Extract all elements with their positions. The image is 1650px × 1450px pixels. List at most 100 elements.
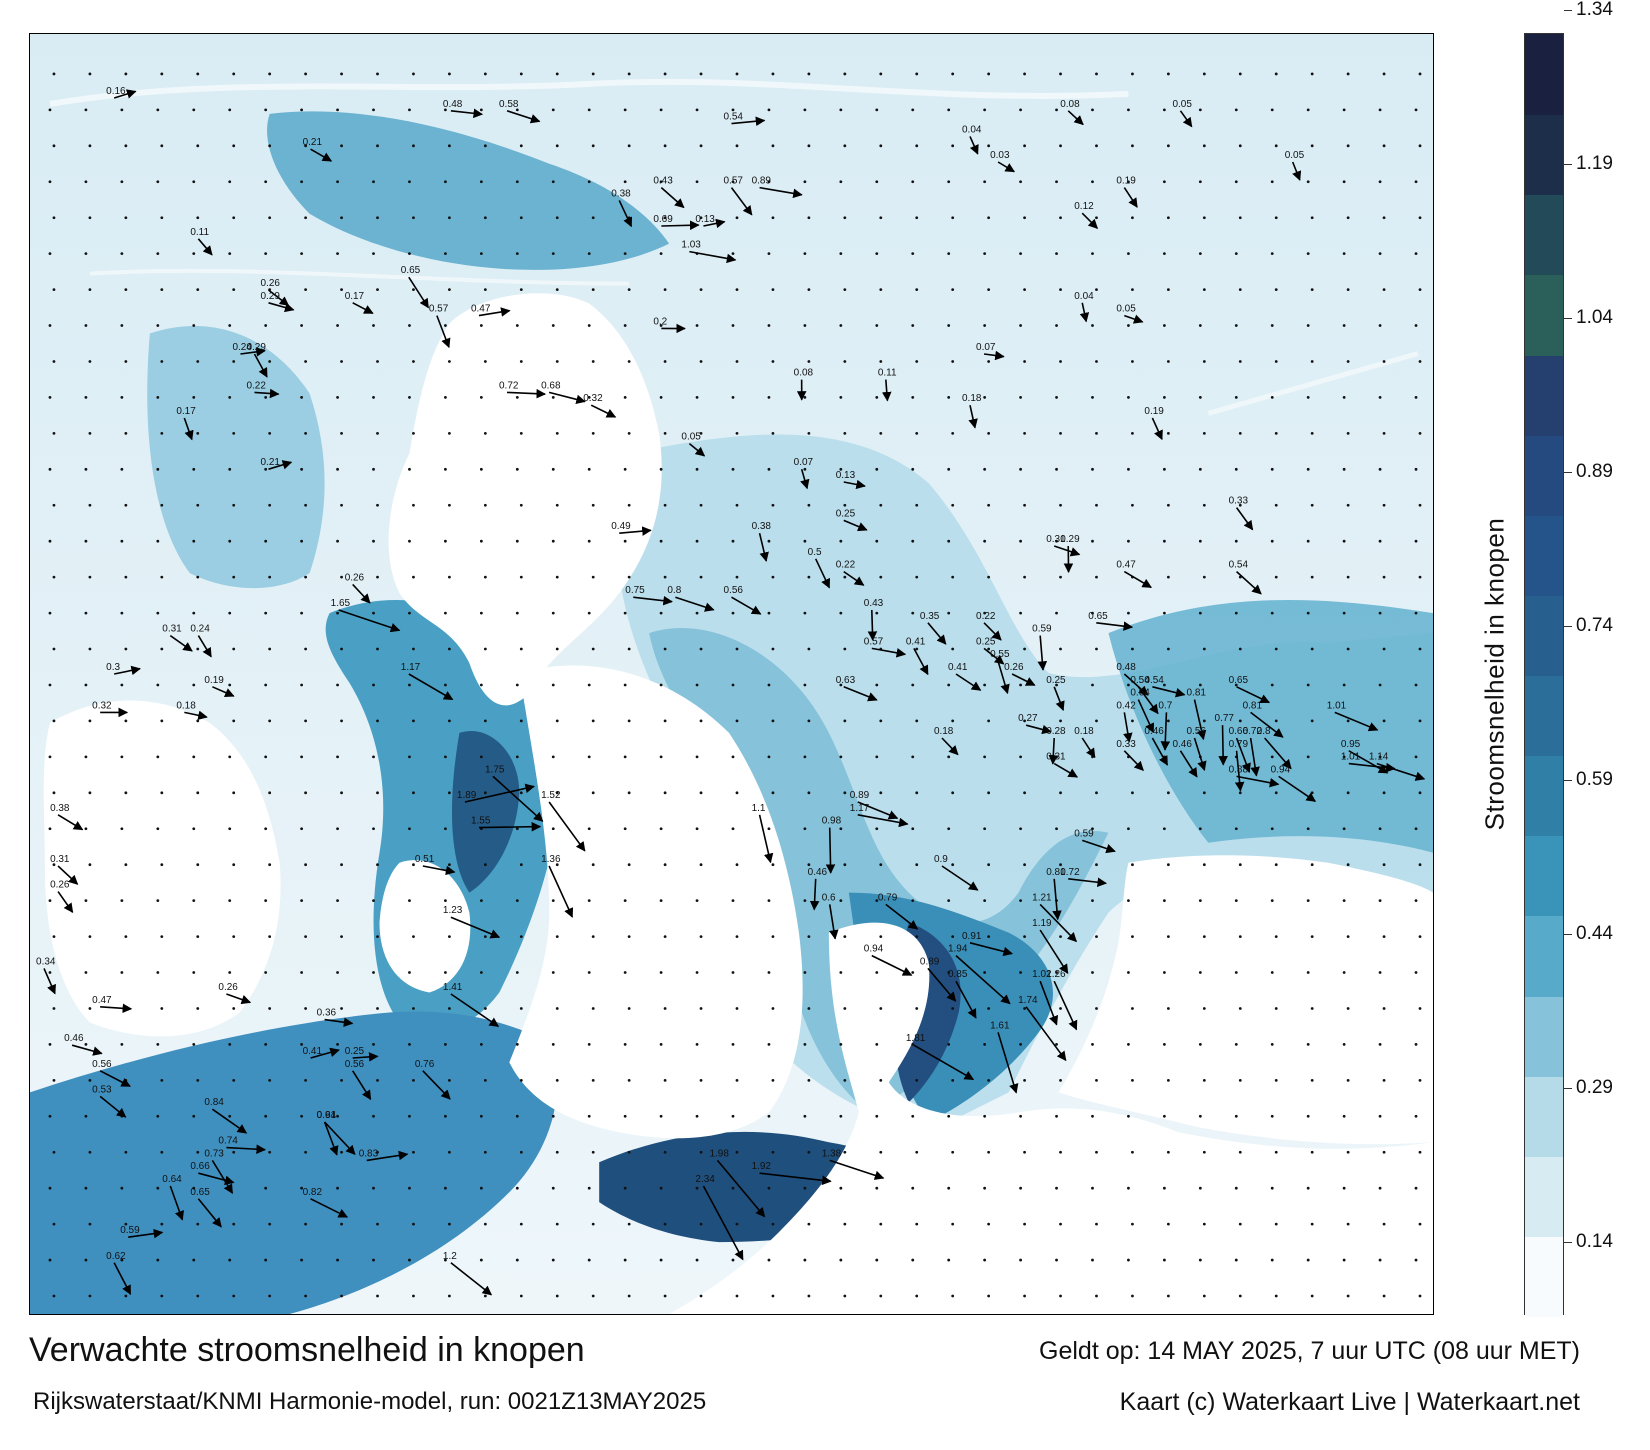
- grid-dot: [807, 935, 811, 938]
- grid-dot: [448, 1078, 451, 1082]
- grid-dot: [1162, 683, 1166, 687]
- grid-dot: [408, 1186, 411, 1190]
- grid-dot: [1234, 1114, 1238, 1118]
- flow-arrow: [478, 821, 542, 832]
- grid-dot: [1306, 180, 1310, 184]
- grid-dot: [1274, 719, 1278, 723]
- grid-dot: [587, 539, 591, 543]
- grid-dot: [983, 1043, 987, 1046]
- flow-arrow: [1235, 507, 1254, 531]
- grid-dot: [1270, 683, 1274, 687]
- grid-dot: [1342, 1186, 1346, 1190]
- grid-dot: [1059, 431, 1062, 435]
- flow-value-label: 0.24: [190, 624, 210, 635]
- grid-dot: [623, 971, 627, 974]
- grid-dot: [551, 396, 555, 399]
- grid-dot: [1055, 467, 1058, 471]
- grid-dot: [915, 647, 919, 651]
- grid-dot: [52, 791, 56, 795]
- grid-dot: [807, 1007, 811, 1010]
- grid-dot: [591, 360, 595, 363]
- flow-arrow: [324, 1121, 356, 1155]
- flow-value-label: 0.48: [1116, 662, 1136, 673]
- grid-dot: [264, 396, 268, 399]
- grid-dot: [1202, 1294, 1206, 1298]
- grid-dot: [52, 1150, 56, 1154]
- grid-dot: [88, 1222, 92, 1226]
- grid-dot: [1342, 971, 1346, 974]
- ripple-middle: [89, 268, 630, 286]
- grid-dot: [803, 971, 807, 974]
- grid-dot: [1023, 1222, 1026, 1226]
- grid-dot: [1342, 324, 1346, 327]
- flow-arrow: [941, 737, 959, 756]
- grid-dot: [84, 899, 88, 903]
- grid-dot: [483, 719, 487, 723]
- flow-arrow: [268, 289, 290, 307]
- grid-dot: [1274, 935, 1278, 938]
- grid-dot: [875, 683, 879, 687]
- grid-dot: [807, 647, 811, 651]
- grid-dot: [228, 180, 232, 184]
- flow-value-label: 0.74: [218, 1136, 238, 1147]
- grid-dot: [627, 1078, 631, 1082]
- grid-dot: [1091, 396, 1094, 399]
- flow-arrow: [197, 238, 213, 256]
- grid-dot: [623, 539, 627, 543]
- grid-dot: [1055, 1043, 1058, 1046]
- flow-value-label: 0.65: [1229, 675, 1249, 686]
- grid-dot: [1131, 144, 1134, 148]
- grid-dot: [699, 1150, 703, 1154]
- grid-dot: [1418, 216, 1422, 220]
- grid-dot: [519, 1007, 523, 1010]
- grid-dot: [551, 971, 555, 974]
- grid-dot: [408, 1114, 411, 1118]
- flow-value-label: 0.04: [1074, 291, 1094, 302]
- flow-value-label: 0.08: [794, 368, 814, 379]
- grid-dot: [803, 1186, 807, 1190]
- grid-dot: [376, 72, 379, 76]
- flow-value-label: 0.46: [808, 867, 828, 878]
- colorbar-segment: [1525, 194, 1563, 276]
- grid-dot: [483, 288, 487, 291]
- grid-dot: [120, 755, 124, 759]
- grid-dot: [1023, 1078, 1026, 1082]
- grid-dot: [120, 683, 124, 687]
- grid-dot: [767, 611, 771, 615]
- grid-dot: [515, 1258, 519, 1262]
- grid-dot: [300, 180, 304, 184]
- flow-arrow: [338, 609, 401, 633]
- flow-arrow: [955, 673, 982, 691]
- grid-dot: [1418, 791, 1422, 795]
- flow-value-label: 1.75: [485, 764, 505, 775]
- grid-dot: [84, 1043, 88, 1046]
- grid-dot: [659, 1186, 663, 1190]
- grid-dot: [120, 180, 124, 184]
- grid-dot: [1414, 611, 1418, 615]
- colorbar-segment: [1525, 755, 1563, 837]
- flow-value-label: 0.95: [1341, 739, 1361, 750]
- grid-dot: [1310, 1294, 1314, 1298]
- flow-arrow: [1096, 621, 1134, 631]
- grid-dot: [1346, 503, 1350, 507]
- grid-dot: [300, 539, 304, 543]
- grid-dot: [1346, 1150, 1350, 1154]
- grid-dot: [1019, 971, 1022, 974]
- colorbar-segment: [1525, 995, 1563, 1077]
- flow-arrow: [1123, 673, 1149, 696]
- flow-value-label: 0.89: [752, 176, 772, 187]
- grid-dot: [663, 791, 667, 795]
- grid-dot: [1202, 1078, 1206, 1082]
- grid-dot: [1238, 1150, 1242, 1154]
- grid-dot: [663, 216, 667, 220]
- grid-dot: [372, 396, 375, 399]
- grid-dot: [915, 144, 919, 148]
- grid-dot: [300, 1114, 304, 1118]
- grid-dot: [879, 935, 883, 938]
- grid-dot: [1095, 72, 1098, 76]
- grid-dot: [124, 1222, 128, 1226]
- grid-dot: [983, 1114, 987, 1118]
- grid-dot: [807, 360, 811, 363]
- flow-value-label: 0.53: [92, 1084, 112, 1095]
- grid-dot: [735, 575, 739, 579]
